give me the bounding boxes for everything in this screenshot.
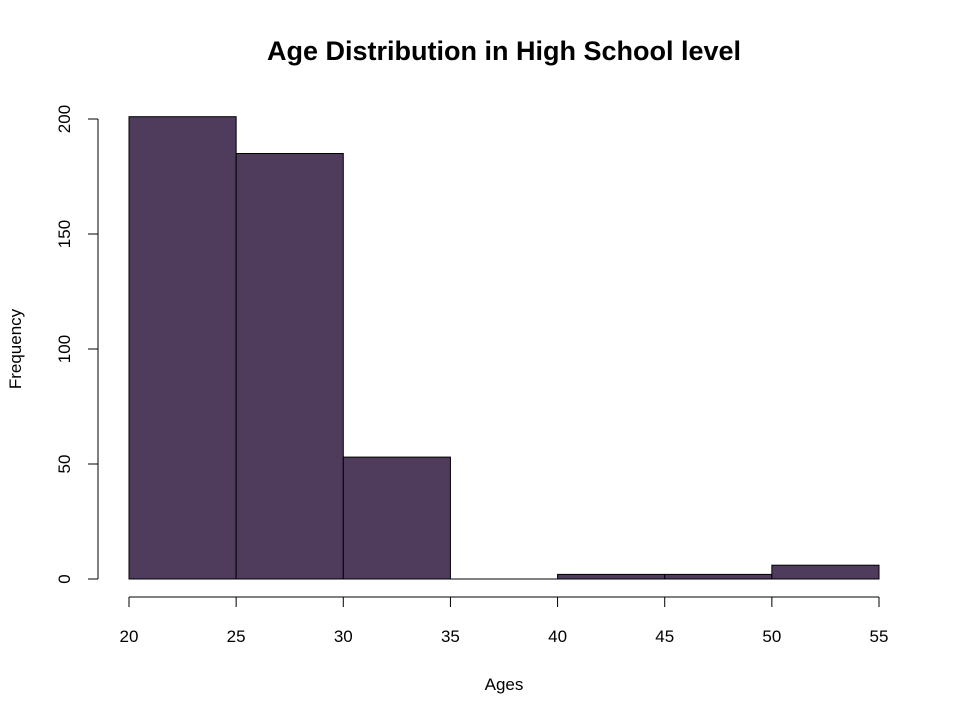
- x-tick-label: 30: [334, 627, 353, 646]
- histogram-bar-45-50: [664, 573, 773, 580]
- x-axis: 20 25 30 35 40 45 50 55: [120, 596, 889, 646]
- x-tick-label: 20: [120, 627, 139, 646]
- x-tick-label: 50: [762, 627, 781, 646]
- histogram-bar-20-25: [128, 116, 237, 580]
- y-tick-label: 50: [55, 455, 74, 474]
- y-tick-label: 200: [55, 105, 74, 133]
- y-tick-label: 0: [55, 574, 74, 583]
- y-axis-label: Frequency: [6, 308, 25, 389]
- histogram-bar-30-35: [342, 456, 451, 580]
- x-tick-label: 55: [870, 627, 889, 646]
- bars-group: [128, 116, 880, 580]
- x-tick-label: 40: [548, 627, 567, 646]
- y-axis: 0 50 100 150 200: [55, 105, 99, 584]
- x-tick-label: 25: [227, 627, 246, 646]
- histogram-bar-50-55: [771, 564, 880, 580]
- x-tick-label: 35: [441, 627, 460, 646]
- histogram-bar-40-45: [557, 573, 666, 580]
- histogram-bar-25-30: [235, 153, 344, 580]
- y-tick-label: 100: [55, 335, 74, 363]
- y-tick-label: 150: [55, 220, 74, 248]
- x-axis-label: Ages: [485, 675, 524, 694]
- x-tick-label: 45: [655, 627, 674, 646]
- chart-title: Age Distribution in High School level: [267, 36, 741, 66]
